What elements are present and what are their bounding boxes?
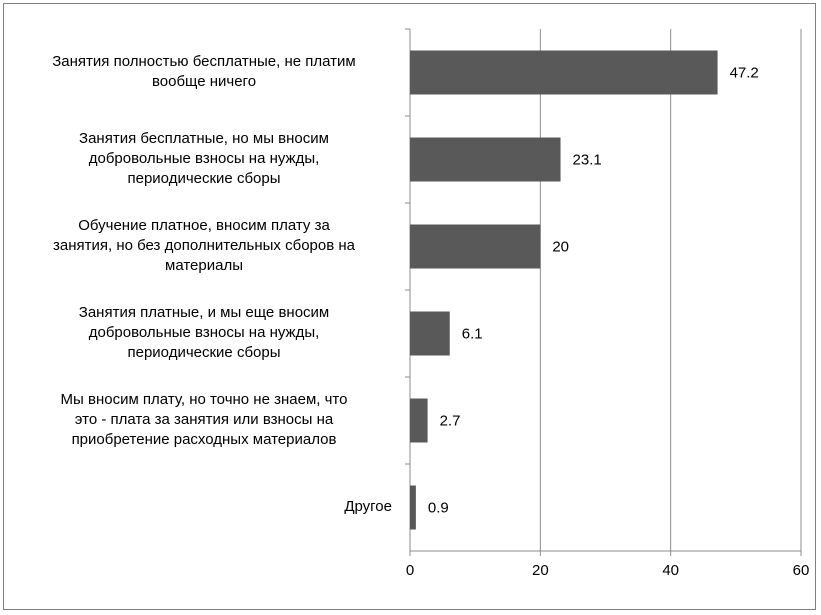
category-label-line: Занятия платные, и мы еще вносим — [78, 303, 330, 321]
category-label: Обучение платное, вносим плату за занятия… — [8, 216, 400, 276]
category-label-line: Обучение платное, вносим плату за — [78, 216, 330, 234]
category-label-line: Мы вносим плату, но точно не знаем, что — [60, 390, 348, 408]
category-label-line: Занятия полностью бесплатные, не платим — [52, 52, 356, 70]
bar — [410, 50, 718, 95]
data-label: 20 — [552, 239, 569, 256]
data-label: 6.1 — [462, 326, 483, 343]
category-label-line: материалы — [165, 256, 243, 274]
category-label-line: вообще ничего — [151, 72, 257, 90]
category-label: Занятия полностью бесплатные, не платим в… — [8, 52, 400, 92]
category-label-line: добровольные взносы на нужды, — [88, 323, 320, 341]
category-label: Занятия бесплатные, но мы вносим добровол… — [8, 129, 400, 189]
data-label: 47.2 — [730, 65, 759, 82]
x-tick-label: 60 — [793, 562, 810, 579]
bar — [410, 398, 428, 443]
category-label-line: Другое — [344, 497, 392, 515]
data-label: 0.9 — [428, 500, 449, 517]
data-label: 2.7 — [440, 413, 461, 430]
category-label: Мы вносим плату, но точно не знаем, что э… — [8, 390, 400, 450]
x-tick-label: 40 — [662, 562, 679, 579]
category-label-line: периодические сборы — [127, 169, 281, 187]
category-label-line: добровольные взносы на нужды, — [88, 149, 320, 167]
bar — [410, 137, 561, 182]
category-label: Занятия платные, и мы еще вносим добровол… — [8, 303, 400, 363]
x-tick-label: 20 — [532, 562, 549, 579]
bar — [410, 224, 541, 269]
category-label-line: занятия, но без дополнительных сборов на — [53, 236, 355, 254]
bar — [410, 485, 416, 530]
data-label: 23.1 — [573, 152, 602, 169]
category-label: Другое — [8, 497, 392, 517]
category-label-line: периодические сборы — [127, 343, 281, 361]
category-label-line: приобретение расходных материалов — [71, 430, 337, 448]
x-tick-label: 0 — [406, 562, 414, 579]
category-label-line: это - плата за занятия или взносы на — [74, 410, 334, 428]
category-label-line: Занятия бесплатные, но мы вносим — [79, 129, 329, 147]
bar — [410, 311, 450, 356]
